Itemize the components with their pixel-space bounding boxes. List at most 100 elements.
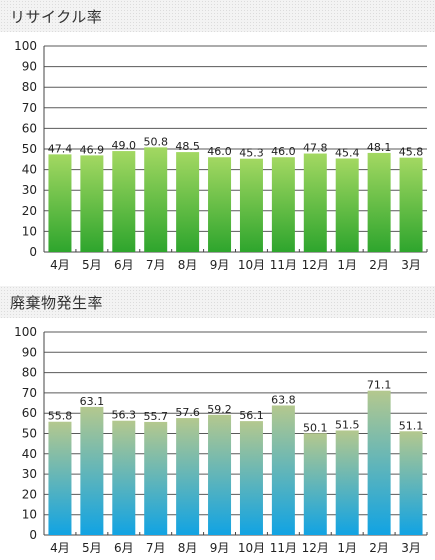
recycle-data-label: 47.8 (303, 142, 328, 155)
waste-data-label: 55.8 (48, 410, 73, 423)
waste-ytick-label: 20 (22, 487, 37, 501)
waste-ytick-label: 70 (22, 386, 37, 400)
recycle-bar (176, 152, 200, 252)
waste-xtick-label: 7月 (146, 541, 166, 555)
waste-ytick-label: 100 (14, 325, 37, 339)
recycle-data-label: 46.9 (80, 143, 105, 156)
recycle-rate-header: リサイクル率 (0, 0, 435, 32)
waste-data-label: 56.3 (112, 409, 137, 422)
waste-data-label: 57.6 (175, 406, 200, 419)
waste-xtick-label: 1月 (337, 541, 357, 555)
waste-rate-panel: 廃棄物発生率 0 10 20 30 40 50 60 70 80 90 100 55.8 4月 63.1 5… (0, 286, 435, 560)
waste-ytick-label: 80 (22, 366, 37, 380)
recycle-data-label: 47.4 (48, 142, 73, 155)
waste-rate-title: 廃棄物発生率 (10, 294, 104, 312)
waste-xtick-label: 4月 (50, 541, 70, 555)
recycle-ytick-label: 10 (22, 224, 37, 238)
waste-xtick-label: 6月 (114, 541, 134, 555)
waste-data-label: 63.8 (271, 393, 296, 406)
recycle-ytick-label: 40 (22, 163, 37, 177)
waste-xtick-label: 8月 (178, 541, 198, 555)
waste-ytick-label: 30 (22, 467, 37, 481)
recycle-bar (367, 152, 391, 252)
waste-xtick-label: 9月 (210, 541, 230, 555)
waste-xtick-label: 10月 (238, 541, 265, 555)
waste-ytick-label: 90 (22, 345, 37, 359)
recycle-bar (208, 157, 232, 252)
waste-bar (239, 421, 263, 535)
recycle-bar (144, 147, 168, 252)
waste-bar (176, 418, 200, 535)
waste-xtick-label: 11月 (270, 541, 297, 555)
waste-data-label: 63.1 (80, 395, 105, 408)
waste-ytick-label: 10 (22, 508, 37, 522)
recycle-bar (112, 151, 136, 252)
waste-ytick-label: 50 (22, 427, 37, 441)
waste-data-label: 51.5 (335, 418, 360, 431)
recycle-xtick-label: 4月 (50, 258, 70, 272)
recycle-data-label: 45.4 (335, 146, 360, 159)
recycle-xtick-label: 12月 (302, 258, 329, 272)
recycle-ytick-label: 90 (22, 60, 37, 74)
recycle-data-label: 45.8 (399, 146, 424, 159)
waste-xtick-label: 5月 (82, 541, 102, 555)
recycle-data-label: 46.0 (207, 145, 232, 158)
waste-ytick-label: 40 (22, 447, 37, 461)
recycle-xtick-label: 1月 (337, 258, 357, 272)
waste-xtick-label: 12月 (302, 541, 329, 555)
recycle-data-label: 48.1 (367, 141, 392, 154)
waste-bar (303, 433, 327, 535)
recycle-data-label: 45.3 (239, 147, 264, 160)
recycle-xtick-label: 6月 (114, 258, 134, 272)
recycle-xtick-label: 8月 (178, 258, 198, 272)
recycle-xtick-label: 9月 (210, 258, 230, 272)
recycle-bar (303, 153, 327, 252)
waste-data-label: 51.1 (399, 419, 424, 432)
waste-data-label: 56.1 (239, 409, 264, 422)
waste-ytick-label: 0 (29, 528, 37, 542)
waste-rate-chart: 0 10 20 30 40 50 60 70 80 90 100 55.8 4月 63.1 5月 56.3 6月… (14, 325, 428, 555)
recycle-bar (271, 157, 295, 252)
recycle-rate-chart: 0 10 20 30 40 50 60 70 80 90 100 47.4 4月 46.9 5月 49.0 6月… (14, 39, 428, 272)
waste-ytick-label: 60 (22, 406, 37, 420)
recycle-ytick-label: 20 (22, 204, 37, 218)
recycle-data-label: 48.5 (175, 140, 200, 153)
waste-data-label: 55.7 (143, 410, 168, 423)
recycle-rate-panel: リサイクル率 0 10 20 30 40 50 60 70 80 90 100 47.4 4月 46.9 5… (0, 0, 435, 272)
recycle-xtick-label: 7月 (146, 258, 166, 272)
recycle-xtick-label: 3月 (401, 258, 421, 272)
waste-bar (144, 421, 168, 535)
waste-rate-header: 廃棄物発生率 (0, 286, 435, 318)
waste-bar (399, 431, 423, 535)
waste-bar (208, 414, 232, 535)
recycle-bar (239, 158, 263, 252)
recycle-ytick-label: 0 (29, 245, 37, 259)
waste-bar (271, 405, 295, 535)
recycle-ytick-label: 80 (22, 80, 37, 94)
recycle-ytick-label: 100 (14, 39, 37, 53)
waste-data-label: 59.2 (207, 403, 232, 416)
recycle-data-label: 50.8 (143, 135, 168, 148)
waste-data-label: 71.1 (367, 379, 392, 392)
recycle-ytick-label: 70 (22, 101, 37, 115)
recycle-xtick-label: 11月 (270, 258, 297, 272)
waste-bar (48, 421, 72, 535)
recycle-bar (335, 158, 359, 252)
waste-data-label: 50.1 (303, 421, 328, 434)
recycle-ytick-label: 50 (22, 142, 37, 156)
recycle-data-label: 46.0 (271, 145, 296, 158)
waste-bar (80, 406, 104, 535)
waste-xtick-label: 2月 (369, 541, 389, 555)
recycle-data-label: 49.0 (112, 139, 137, 152)
recycle-xtick-label: 10月 (238, 258, 265, 272)
recycle-rate-title: リサイクル率 (10, 8, 103, 26)
recycle-bar (399, 157, 423, 252)
waste-bar (112, 420, 136, 535)
recycle-bar (48, 154, 72, 252)
recycle-bar (80, 155, 104, 252)
waste-bar (367, 390, 391, 535)
recycle-ytick-label: 30 (22, 183, 37, 197)
waste-xtick-label: 3月 (401, 541, 421, 555)
recycle-xtick-label: 5月 (82, 258, 102, 272)
recycle-ytick-label: 60 (22, 121, 37, 135)
